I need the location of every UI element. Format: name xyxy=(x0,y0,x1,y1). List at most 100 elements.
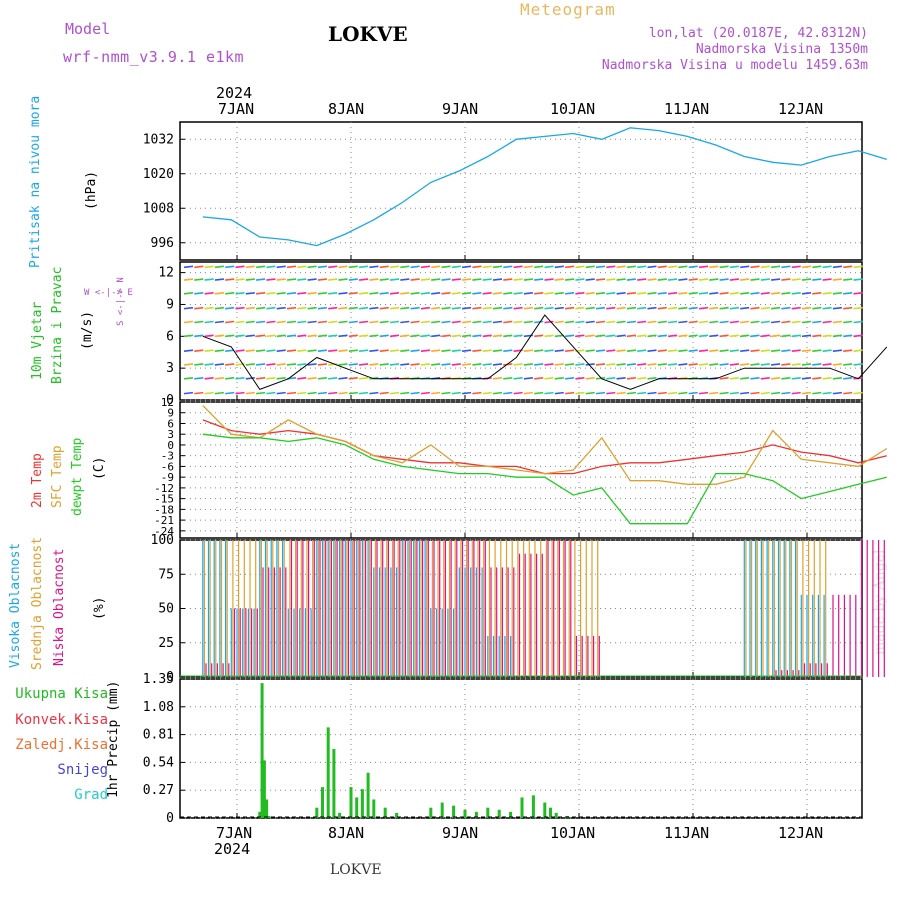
wind-arrow-mark xyxy=(585,306,595,310)
wind-arrow-mark xyxy=(616,320,626,324)
wind-arrow-mark xyxy=(832,363,842,366)
cloud-y-tick-label: 50 xyxy=(158,602,174,617)
wind-arrow-mark xyxy=(256,363,266,366)
wind-arrow-mark xyxy=(750,363,760,366)
wind-arrow-mark xyxy=(544,334,554,338)
wind-arrow-mark xyxy=(379,292,389,295)
wind-arrow-mark xyxy=(678,334,688,338)
wind-arrow-mark xyxy=(204,376,214,380)
wind-arrow-mark xyxy=(595,292,606,295)
wind-arrow-mark xyxy=(348,376,358,380)
wind-arrow-mark xyxy=(420,265,430,269)
wind-arrow-mark xyxy=(338,278,348,281)
wind-arrow-mark xyxy=(214,306,224,310)
wind-arrow-mark xyxy=(719,334,729,338)
wind-arrow-mark xyxy=(595,363,606,366)
wind-arrow-mark xyxy=(359,306,369,310)
wind-arrow-mark xyxy=(595,334,606,338)
wind-arrow-mark xyxy=(729,349,739,352)
wind-arrow-mark xyxy=(204,349,214,352)
wind-arrow-mark xyxy=(688,320,698,324)
wind-arrow-mark xyxy=(853,334,863,338)
precip-bar xyxy=(497,809,501,818)
precip-y-tick-label: 0.54 xyxy=(143,755,174,770)
wind-arrow-mark xyxy=(369,265,379,269)
wind-arrow-mark xyxy=(472,320,482,324)
wind-arrow-mark xyxy=(410,278,420,281)
wind-arrow-mark xyxy=(647,363,657,366)
wind-arrow-mark xyxy=(297,265,307,269)
wind-arrow-mark xyxy=(492,349,503,352)
wind-arrow-mark xyxy=(771,292,781,295)
wind-arrow-mark xyxy=(565,334,575,338)
pressure-y-tick-label: 996 xyxy=(151,236,174,251)
wind-arrow-mark xyxy=(606,349,616,352)
wind-arrow-mark xyxy=(565,349,575,352)
wind-arrow-mark xyxy=(750,265,760,269)
wind-arrow-mark xyxy=(266,320,276,324)
wind-arrow-mark xyxy=(492,292,503,295)
wind-arrow-mark xyxy=(729,391,739,395)
wind-arrow-mark xyxy=(214,292,224,295)
wind-arrow-mark xyxy=(688,363,698,366)
wind-arrow-mark xyxy=(245,363,255,366)
cloud-y-tick-label: 0 xyxy=(166,670,174,685)
wind-arrow-mark xyxy=(369,292,379,295)
wind-arrow-mark xyxy=(575,265,585,269)
wind-arrow-mark xyxy=(503,306,513,310)
wind-arrow-mark xyxy=(204,363,214,366)
wind-arrow-mark xyxy=(256,320,266,324)
wind-arrow-mark xyxy=(523,376,533,380)
wind-arrow-mark xyxy=(554,278,564,281)
wind-arrow-mark xyxy=(389,320,400,324)
wind-arrow-mark xyxy=(400,334,410,338)
wind-arrow-mark xyxy=(760,292,770,295)
wind-arrow-mark xyxy=(740,376,750,380)
wind-arrow-mark xyxy=(183,306,194,310)
wind-arrow-mark xyxy=(709,265,719,269)
precip-legend-1: Konvek.Kisa xyxy=(15,712,108,728)
wind-arrow-mark xyxy=(771,391,781,395)
wind-arrow-mark xyxy=(698,334,709,338)
wind-arrow-mark xyxy=(544,306,554,310)
wind-arrow-mark xyxy=(338,376,348,380)
wind-arrow-mark xyxy=(503,292,513,295)
wind-arrow-mark xyxy=(698,349,709,352)
precip-legend-2: Zaledj.Kisa xyxy=(15,737,108,753)
day-label-bottom-3: 10JAN xyxy=(550,824,596,842)
wind-arrow-mark xyxy=(637,320,647,324)
year-label-bottom: 2024 xyxy=(214,840,251,858)
wind-arrow-mark xyxy=(389,363,400,366)
wind-arrow-mark xyxy=(657,265,667,269)
wind-arrow-mark xyxy=(503,320,513,324)
wind-arrow-mark xyxy=(595,349,606,352)
wind-arrow-mark xyxy=(801,376,812,380)
wind-arrow-mark xyxy=(338,391,348,395)
wind-arrow-mark xyxy=(235,376,245,380)
wind-arrow-mark xyxy=(585,349,595,352)
wind-arrow-mark xyxy=(740,306,750,310)
wind-arrow-mark xyxy=(420,334,430,338)
wind-arrow-mark xyxy=(637,334,647,338)
day-label-top-1: 8JAN xyxy=(328,100,365,118)
wind-arrow-mark xyxy=(822,306,832,310)
wind-arrow-mark xyxy=(534,334,544,338)
wind-arrow-mark xyxy=(451,292,461,295)
wind-arrow-mark xyxy=(369,376,379,380)
wind-arrow-mark xyxy=(194,334,204,338)
wind-arrow-mark xyxy=(822,320,832,324)
wind-arrow-mark xyxy=(657,320,667,324)
wind-arrow-mark xyxy=(410,306,420,310)
wind-arrow-mark xyxy=(698,363,709,366)
wind-arrow-mark xyxy=(585,363,595,366)
model-name: wrf-nmm_v3.9.1 e1km xyxy=(63,48,245,66)
precip-bar xyxy=(355,797,359,818)
wind-arrow-mark xyxy=(359,376,369,380)
wind-arrow-mark xyxy=(637,363,647,366)
wind-arrow-mark xyxy=(544,278,554,281)
wind-arrow-mark xyxy=(225,334,235,338)
wind-arrow-mark xyxy=(389,391,400,395)
wind-arrow-mark xyxy=(214,278,224,281)
wind-arrow-mark xyxy=(194,292,204,295)
wind-arrow-mark xyxy=(781,278,791,281)
